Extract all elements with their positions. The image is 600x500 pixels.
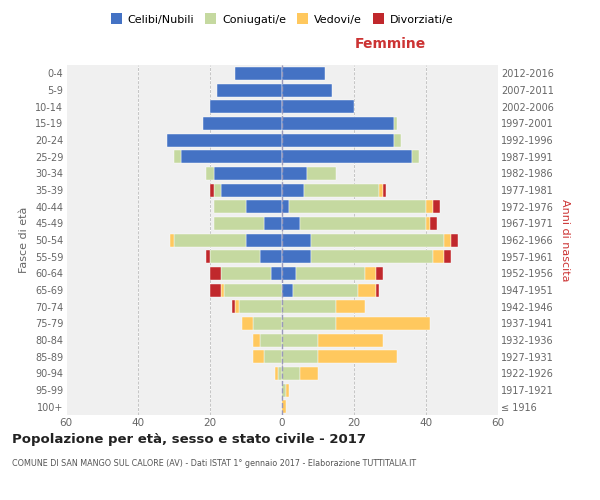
- Bar: [282, 367, 300, 380]
- Bar: [167, 134, 282, 146]
- Legend: Celibi/Nubili, Coniugati/e, Vedovi/e, Divorziati/e: Celibi/Nubili, Coniugati/e, Vedovi/e, Di…: [106, 10, 458, 30]
- Bar: [278, 367, 282, 380]
- Bar: [296, 267, 365, 280]
- Bar: [214, 167, 282, 180]
- Bar: [365, 267, 376, 280]
- Bar: [181, 150, 282, 163]
- Bar: [174, 234, 246, 246]
- Bar: [210, 250, 260, 263]
- Bar: [282, 117, 394, 130]
- Bar: [394, 134, 401, 146]
- Bar: [282, 284, 293, 296]
- Bar: [282, 317, 336, 330]
- Bar: [451, 234, 458, 246]
- Bar: [336, 317, 430, 330]
- Bar: [246, 234, 282, 246]
- Bar: [210, 184, 214, 196]
- Bar: [253, 317, 282, 330]
- Bar: [311, 250, 433, 263]
- Bar: [275, 367, 278, 380]
- Text: COMUNE DI SAN MANGO SUL CALORE (AV) - Dati ISTAT 1° gennaio 2017 - Elaborazione : COMUNE DI SAN MANGO SUL CALORE (AV) - Da…: [12, 459, 416, 468]
- Bar: [426, 217, 430, 230]
- Bar: [264, 350, 282, 363]
- Bar: [214, 200, 246, 213]
- Bar: [206, 167, 214, 180]
- Bar: [206, 250, 210, 263]
- Bar: [282, 134, 394, 146]
- Bar: [282, 267, 296, 280]
- Bar: [383, 184, 386, 196]
- Text: Femmine: Femmine: [355, 37, 425, 51]
- Bar: [221, 267, 271, 280]
- Bar: [412, 150, 419, 163]
- Bar: [444, 234, 451, 246]
- Bar: [293, 284, 358, 296]
- Bar: [282, 150, 412, 163]
- Bar: [289, 200, 426, 213]
- Bar: [253, 350, 264, 363]
- Text: Popolazione per età, sesso e stato civile - 2017: Popolazione per età, sesso e stato civil…: [12, 432, 366, 446]
- Bar: [379, 184, 383, 196]
- Bar: [235, 67, 282, 80]
- Bar: [282, 200, 289, 213]
- Bar: [232, 300, 235, 313]
- Bar: [282, 167, 307, 180]
- Bar: [235, 300, 239, 313]
- Bar: [376, 284, 379, 296]
- Bar: [300, 217, 426, 230]
- Bar: [221, 184, 282, 196]
- Bar: [170, 234, 174, 246]
- Bar: [318, 350, 397, 363]
- Bar: [282, 384, 286, 396]
- Y-axis label: Fasce di età: Fasce di età: [19, 207, 29, 273]
- Bar: [246, 200, 282, 213]
- Bar: [264, 217, 282, 230]
- Bar: [433, 200, 440, 213]
- Bar: [221, 284, 224, 296]
- Bar: [282, 217, 300, 230]
- Bar: [282, 184, 304, 196]
- Bar: [253, 334, 260, 346]
- Bar: [260, 250, 282, 263]
- Bar: [242, 317, 253, 330]
- Bar: [286, 384, 289, 396]
- Bar: [426, 200, 433, 213]
- Bar: [282, 67, 325, 80]
- Bar: [217, 84, 282, 96]
- Bar: [282, 334, 318, 346]
- Bar: [282, 300, 336, 313]
- Bar: [304, 184, 379, 196]
- Bar: [260, 334, 282, 346]
- Bar: [300, 367, 318, 380]
- Bar: [282, 400, 286, 413]
- Bar: [282, 350, 318, 363]
- Bar: [203, 117, 282, 130]
- Bar: [210, 100, 282, 113]
- Bar: [394, 117, 397, 130]
- Bar: [433, 250, 444, 263]
- Bar: [224, 284, 282, 296]
- Bar: [214, 184, 221, 196]
- Bar: [210, 284, 221, 296]
- Bar: [444, 250, 451, 263]
- Bar: [239, 300, 282, 313]
- Bar: [311, 234, 444, 246]
- Bar: [271, 267, 282, 280]
- Bar: [282, 84, 332, 96]
- Bar: [336, 300, 365, 313]
- Bar: [376, 267, 383, 280]
- Bar: [282, 100, 354, 113]
- Bar: [430, 217, 437, 230]
- Bar: [307, 167, 336, 180]
- Bar: [282, 250, 311, 263]
- Bar: [214, 217, 264, 230]
- Bar: [210, 267, 221, 280]
- Bar: [174, 150, 181, 163]
- Bar: [282, 234, 311, 246]
- Bar: [358, 284, 376, 296]
- Y-axis label: Anni di nascita: Anni di nascita: [560, 198, 571, 281]
- Bar: [318, 334, 383, 346]
